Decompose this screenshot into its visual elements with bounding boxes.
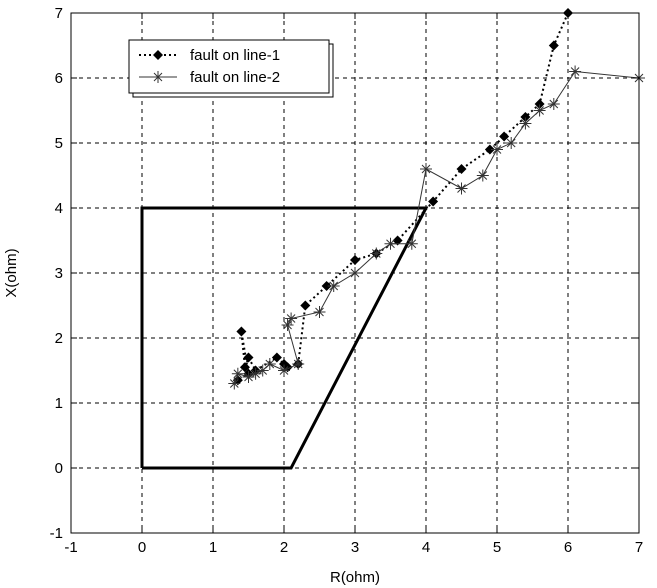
data-point	[405, 237, 418, 250]
series-2	[228, 65, 645, 390]
legend-marker-asterisk	[152, 71, 164, 83]
legend-box	[128, 39, 330, 94]
data-point	[349, 267, 361, 279]
y-tick-label: 7	[55, 5, 63, 22]
data-point	[484, 144, 495, 155]
data-point	[491, 143, 503, 156]
x-tick-label: 2	[280, 539, 288, 556]
data-point	[548, 40, 559, 51]
data-point	[321, 281, 332, 291]
data-point	[263, 358, 276, 370]
x-axis-label: R(ohm)	[330, 569, 380, 586]
legend-marker-diamond	[153, 50, 163, 60]
data-point	[420, 163, 432, 175]
data-point	[243, 352, 254, 363]
data-point	[350, 255, 360, 265]
data-point	[455, 182, 468, 195]
y-tick-label: 1	[55, 395, 63, 412]
data-point	[547, 98, 560, 110]
data-point	[392, 235, 403, 246]
y-tick-labels: -1 0 1 2 3 4 5 6 7	[50, 5, 63, 542]
y-tick-label: 4	[55, 200, 63, 217]
x-tick-label: 0	[138, 539, 146, 556]
data-point	[456, 164, 467, 174]
y-tick-label: 3	[55, 265, 63, 282]
data-point	[499, 131, 510, 142]
data-point	[428, 196, 439, 207]
data-point	[313, 306, 326, 318]
legend-label-series-2: fault on line-2	[190, 69, 280, 86]
y-tick-label: 5	[55, 135, 63, 152]
x-tick-label: 5	[493, 539, 501, 556]
y-tick-label: 6	[55, 70, 63, 87]
data-point	[520, 112, 531, 122]
data-point	[327, 280, 340, 292]
data-point	[533, 104, 546, 117]
x-tick-label: 7	[635, 539, 643, 556]
x-tick-label: 1	[209, 539, 217, 556]
data-point	[569, 65, 582, 78]
data-point	[519, 117, 532, 130]
legend: fault on line-1 fault on line-2	[128, 39, 334, 98]
data-point	[505, 137, 518, 149]
data-point	[239, 362, 250, 373]
data-point	[300, 300, 311, 311]
y-tick-label: 2	[55, 330, 63, 347]
x-tick-label: 3	[351, 539, 359, 556]
x-tick-labels: -1 0 1 2 3 4 5 6 7	[64, 539, 643, 556]
data-point	[242, 371, 255, 383]
data-point	[534, 99, 545, 109]
data-point	[292, 358, 305, 370]
x-tick-label: 6	[564, 539, 572, 556]
data-point	[228, 377, 241, 390]
data-point	[271, 352, 282, 363]
data-point	[384, 237, 397, 250]
legend-label-series-1: fault on line-1	[190, 47, 280, 64]
data-point	[285, 312, 298, 325]
data-point	[279, 359, 289, 369]
y-tick-label: -1	[50, 525, 63, 542]
data-point	[281, 319, 294, 331]
x-tick-label: -1	[64, 539, 77, 556]
data-point	[278, 364, 290, 377]
y-axis-label: X(ohm)	[3, 248, 20, 297]
series-layer	[228, 8, 645, 390]
y-tick-label: 0	[55, 460, 63, 477]
data-point	[231, 367, 244, 380]
ticks	[70, 12, 640, 534]
x-tick-label: 4	[422, 539, 430, 556]
data-point	[370, 247, 383, 260]
data-point	[236, 326, 247, 337]
data-point	[476, 169, 489, 182]
